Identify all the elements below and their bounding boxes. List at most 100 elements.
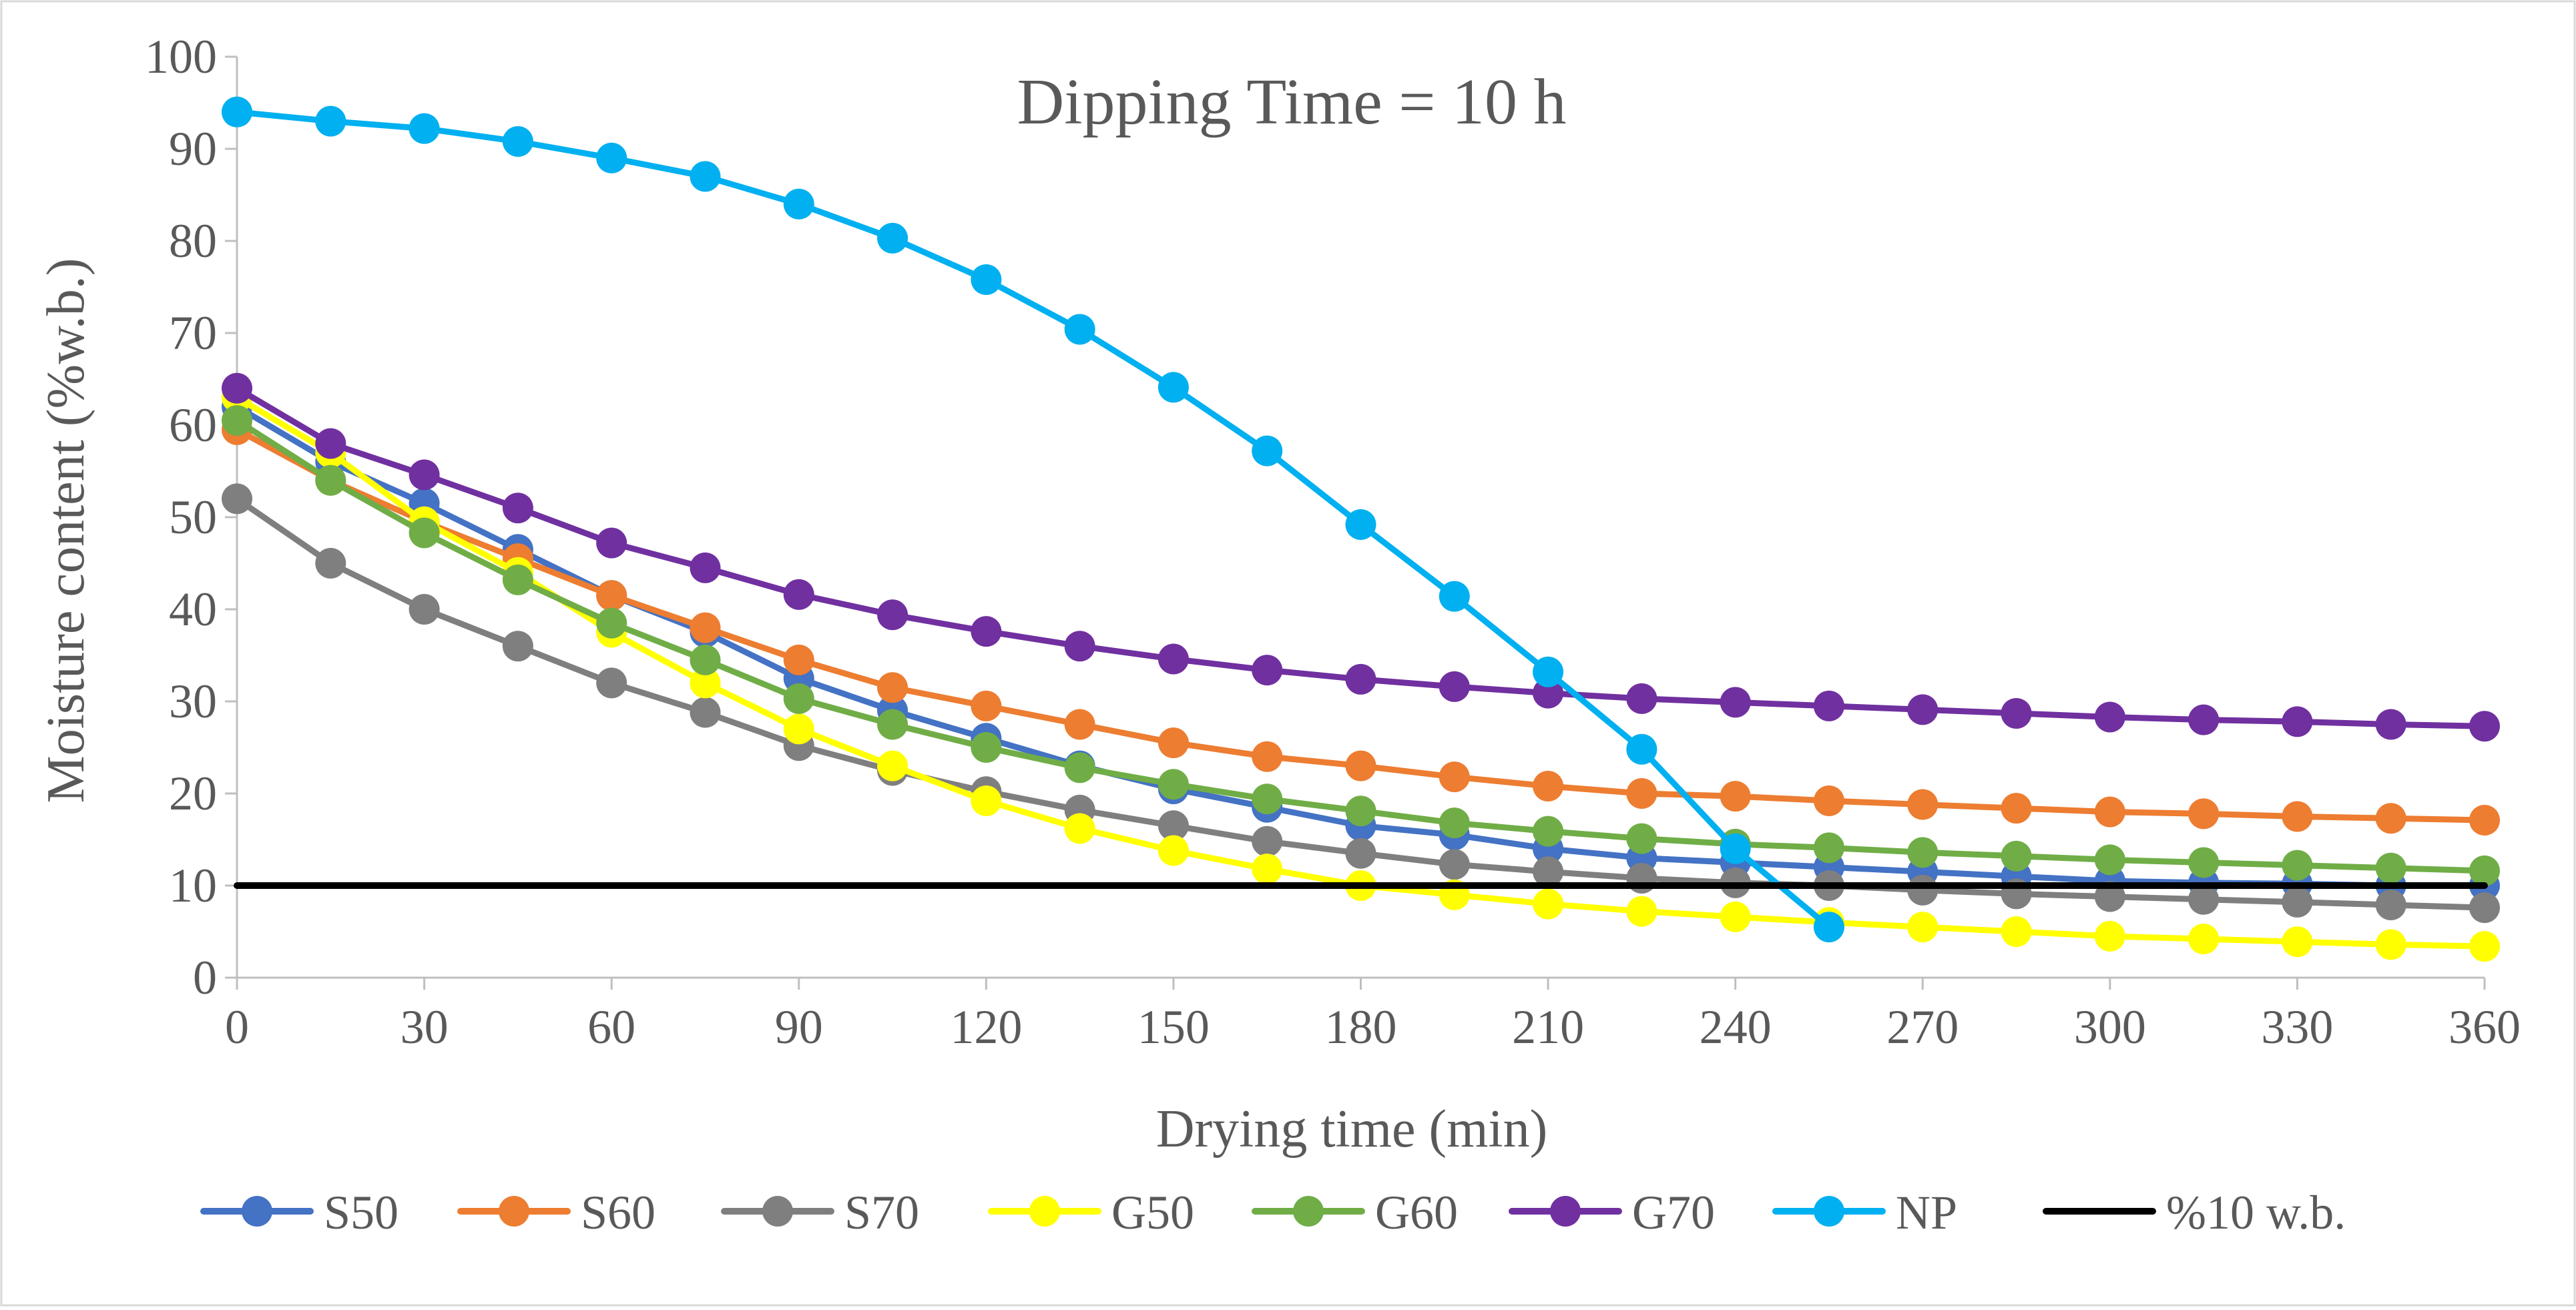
data-point-g60 [2375, 852, 2406, 884]
data-point-s70 [2188, 884, 2220, 915]
data-point-np [596, 142, 627, 174]
legend-label: NP [1896, 1186, 1957, 1239]
x-tick-label: 60 [587, 1000, 635, 1054]
data-point-g70 [315, 428, 346, 459]
data-point-s60 [2188, 798, 2220, 830]
data-point-s60 [1157, 727, 1189, 759]
data-point-g60 [2001, 840, 2032, 872]
data-point-np [877, 222, 909, 254]
x-tick-label: 150 [1137, 1000, 1210, 1054]
data-point-g50 [1907, 912, 1939, 943]
y-tick-label: 30 [169, 675, 217, 728]
y-tick-label: 0 [193, 951, 217, 1004]
legend-item: %10 w.b. [2043, 1186, 2346, 1239]
data-point-s60 [1813, 785, 1844, 817]
data-point-s70 [596, 667, 627, 699]
data-point-g60 [2282, 850, 2313, 881]
y-tick-label: 70 [169, 306, 217, 360]
data-point-g70 [690, 552, 721, 583]
data-point-g60 [1252, 783, 1283, 815]
data-point-g70 [1252, 655, 1283, 686]
data-point-s70 [222, 483, 252, 515]
data-point-g70 [1813, 690, 1844, 721]
data-point-g70 [222, 372, 252, 404]
series-np [222, 96, 1844, 943]
data-point-s70 [2375, 889, 2406, 920]
x-tick-label: 0 [225, 1000, 249, 1054]
legend-label: G50 [1111, 1186, 1194, 1239]
data-point-np [1626, 733, 1657, 765]
data-point-g60 [1064, 752, 1095, 783]
x-tick-label: 120 [950, 1000, 1022, 1054]
data-point-g70 [596, 527, 627, 559]
data-point-g60 [222, 405, 252, 436]
data-point-s70 [1439, 849, 1470, 880]
data-point-np [1064, 314, 1095, 345]
data-point-g60 [783, 683, 814, 714]
data-point-g60 [2469, 855, 2500, 886]
data-point-g60 [2094, 844, 2125, 876]
x-tick-label: 180 [1325, 1000, 1397, 1054]
data-point-g60 [596, 607, 627, 639]
data-point-s70 [2094, 881, 2125, 912]
data-point-s60 [2282, 801, 2313, 832]
data-point-np [971, 264, 1002, 295]
data-point-s60 [1533, 770, 1564, 801]
data-point-g70 [783, 579, 814, 610]
data-point-g50 [2282, 926, 2313, 958]
data-point-s60 [2001, 793, 2032, 824]
data-point-np [502, 125, 533, 157]
data-point-np [1157, 372, 1189, 403]
data-point-g50 [971, 785, 1002, 817]
legend-label: G70 [1632, 1186, 1715, 1239]
y-tick-label: 60 [169, 398, 217, 452]
data-point-g60 [971, 732, 1002, 763]
x-tick-label: 270 [1886, 1000, 1959, 1054]
x-tick-label: 240 [1700, 1000, 1772, 1054]
data-point-g60 [409, 517, 440, 549]
data-point-g60 [1813, 832, 1844, 864]
data-point-s60 [877, 672, 909, 703]
data-point-g70 [2282, 706, 2313, 737]
data-point-g50 [1157, 835, 1189, 866]
data-point-g70 [1533, 677, 1564, 709]
legend-label: S50 [324, 1186, 399, 1239]
legend-swatch-marker [1029, 1196, 1060, 1227]
data-point-s70 [1345, 838, 1376, 869]
data-point-np [222, 96, 252, 127]
x-tick-label: 300 [2074, 1000, 2146, 1054]
legend-item: NP [1772, 1186, 1957, 1239]
data-point-g50 [2094, 920, 2125, 952]
data-point-g70 [877, 599, 909, 631]
data-point-s70 [1907, 874, 1939, 906]
data-point-s70 [502, 631, 533, 662]
data-point-np [783, 188, 814, 220]
data-point-g60 [877, 709, 909, 740]
data-point-s60 [1626, 778, 1657, 809]
data-point-np [1252, 435, 1283, 466]
legend-swatch-marker [499, 1196, 529, 1227]
data-point-g70 [2188, 704, 2220, 735]
legend-item: G60 [1252, 1186, 1458, 1239]
x-tick-label: 330 [2261, 1000, 2333, 1054]
data-point-g70 [2094, 701, 2125, 733]
data-point-g60 [690, 644, 721, 675]
data-point-s60 [1064, 709, 1095, 740]
data-point-s60 [1907, 789, 1939, 820]
data-point-g60 [315, 464, 346, 496]
y-tick-label: 10 [169, 859, 217, 912]
data-point-g50 [2375, 929, 2406, 960]
data-point-g50 [1626, 896, 1657, 927]
data-point-s60 [2469, 805, 2500, 836]
data-point-g70 [1157, 643, 1189, 675]
data-point-np [315, 105, 346, 137]
data-point-g50 [1064, 813, 1095, 844]
data-point-g70 [1439, 671, 1470, 702]
legend: S50 S60 S70 G50 G60 G70 NP %10 w.b. [200, 1186, 2346, 1239]
series-g60 [222, 405, 2500, 886]
legend-swatch-marker [242, 1196, 272, 1227]
data-point-s70 [1626, 862, 1657, 894]
